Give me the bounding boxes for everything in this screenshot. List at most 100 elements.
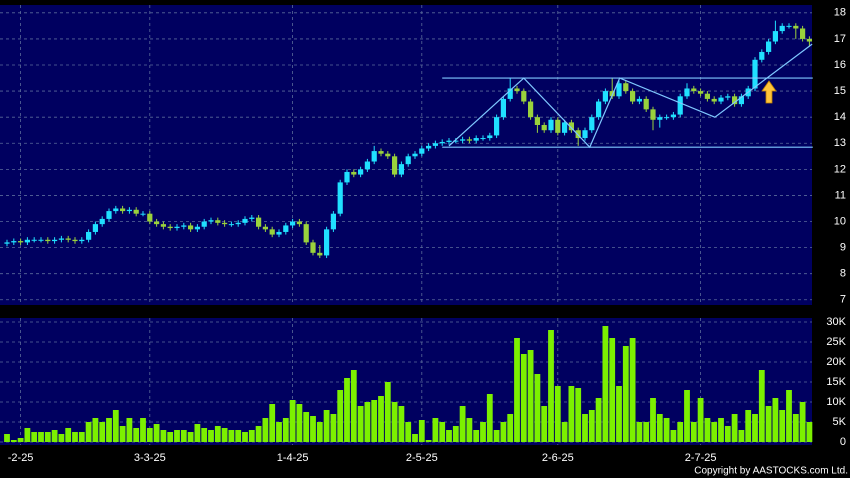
candle-body [528, 101, 534, 118]
candle-body [249, 217, 255, 219]
candle-body [79, 239, 85, 242]
volume-bar [799, 402, 806, 442]
candle-body [86, 231, 92, 240]
volume-bar [187, 432, 194, 442]
volume-bar [731, 414, 738, 442]
candle-body [276, 231, 282, 235]
candle-body [446, 140, 452, 142]
volume-bar [44, 432, 51, 442]
candle-body [351, 171, 357, 175]
y-tick-label: 15 [834, 85, 846, 97]
volume-bar [677, 422, 684, 442]
volume-bar [140, 418, 146, 442]
candle-body [609, 91, 615, 97]
volume-bar [119, 426, 126, 442]
candle-body [72, 239, 78, 242]
candle-body [269, 229, 275, 235]
candle-body [344, 171, 350, 183]
volume-bar [738, 430, 745, 442]
volume-bar [255, 426, 262, 442]
volume-bar [697, 398, 704, 442]
candle-body [630, 91, 636, 102]
y-tick-label: 30K [826, 316, 846, 328]
volume-bar [636, 422, 643, 442]
candle-body [514, 88, 520, 92]
volume-bar [228, 430, 235, 442]
candle-body [378, 151, 384, 154]
volume-bar [92, 418, 99, 442]
volume-bar [418, 420, 425, 442]
candle-body [194, 226, 200, 230]
volume-bar [629, 338, 636, 442]
volume-bar [303, 412, 310, 442]
candle-body [555, 119, 561, 133]
volume-bar [595, 398, 602, 442]
candle-body [800, 28, 806, 39]
volume-bar [38, 432, 44, 442]
volume-bar [452, 426, 459, 442]
candle-body [616, 83, 622, 97]
candle-body [718, 97, 724, 102]
candle-body [18, 241, 24, 243]
volume-bar [622, 346, 629, 442]
x-tick-label: 1-4-25 [277, 452, 309, 464]
volume-bar [758, 370, 765, 442]
volume-bar [541, 406, 548, 442]
volume-bar [126, 418, 133, 442]
candle-body [487, 135, 493, 139]
volume-bar [378, 396, 384, 442]
volume-bar [330, 414, 337, 442]
volume-bar [548, 330, 554, 442]
candle-body [181, 225, 187, 227]
candle-body [602, 91, 608, 102]
candle-body [140, 213, 146, 215]
candle-body [317, 252, 323, 256]
volume-bar [31, 432, 38, 442]
volume-bar [85, 422, 92, 442]
candle-body [126, 209, 132, 212]
volume-bar [65, 428, 72, 442]
candle-body [303, 224, 309, 243]
volume-bar [412, 434, 418, 442]
y-tick-label: 7 [840, 294, 846, 306]
candle-body [358, 169, 364, 175]
x-tick-label: 2-5-25 [406, 452, 438, 464]
candle-body [31, 239, 37, 241]
price-panel [0, 5, 812, 305]
candle-body [534, 117, 540, 125]
candle-body [568, 122, 574, 131]
candle-body [188, 225, 194, 230]
volume-bar [466, 418, 473, 442]
volume-bar [690, 422, 697, 442]
copyright: Copyright by AASTOCKS.com Ltd. [694, 466, 848, 477]
volume-bar [153, 424, 160, 442]
volume-bar [575, 388, 582, 442]
y-tick-label: 0 [840, 436, 846, 448]
volume-bar [561, 422, 568, 442]
y-tick-label: 20K [826, 356, 846, 368]
candle-body [385, 153, 391, 157]
candle-body [623, 83, 629, 92]
volume-bar [242, 432, 248, 442]
candle-body [262, 226, 268, 230]
volume-bar [616, 386, 622, 442]
candle-body [779, 25, 785, 32]
volume-bar [289, 400, 296, 442]
y-tick-label: 13 [834, 137, 846, 149]
volume-bar [344, 378, 350, 442]
candle-body [290, 221, 296, 226]
volume-bar [439, 422, 446, 442]
volume-bar [684, 390, 690, 442]
candle-body [786, 25, 792, 27]
volume-bar [806, 422, 813, 442]
volume-bar [174, 430, 180, 442]
volume-bar [752, 414, 758, 442]
candle-body [643, 98, 649, 110]
volume-bar [772, 398, 779, 442]
candle-body [752, 59, 758, 89]
candle-body [235, 222, 241, 225]
candle-body [160, 224, 166, 227]
candle-body [419, 148, 425, 154]
